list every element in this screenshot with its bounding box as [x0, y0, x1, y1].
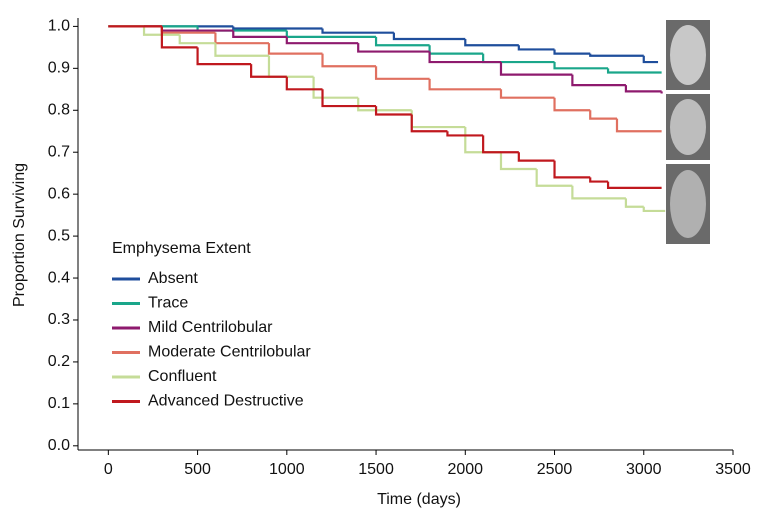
- survival-step: [428, 78, 501, 91]
- survival-step: [499, 62, 573, 76]
- x-tick-label: 2500: [537, 461, 573, 478]
- x-tick-label: 3500: [715, 461, 751, 478]
- y-tick-label: 0.2: [48, 353, 70, 370]
- legend-label: Confluent: [148, 368, 217, 385]
- y-tick-label: 0.5: [48, 227, 70, 244]
- survival-step: [499, 152, 537, 171]
- survival-step: [321, 89, 377, 108]
- x-tick-label: 3000: [626, 461, 662, 478]
- survival-step: [482, 135, 519, 154]
- x-tick-label: 500: [184, 461, 211, 478]
- legend-label: Moderate Centrilobular: [148, 344, 311, 361]
- y-axis-label: Proportion Surviving: [11, 163, 28, 307]
- y-tick-label: 1.0: [48, 18, 70, 35]
- y-tick-label: 0.7: [48, 143, 70, 160]
- survival-step: [321, 28, 394, 34]
- survival-step: [482, 53, 555, 64]
- survival-step: [517, 45, 555, 51]
- survival-step: [464, 38, 519, 47]
- survival-step: [214, 43, 269, 57]
- survival-step: [428, 51, 501, 64]
- ct-thumbnails: [666, 20, 710, 244]
- survival-step: [410, 110, 466, 129]
- legend-label: Trace: [148, 295, 188, 312]
- survival-step: [250, 64, 287, 78]
- survival-step: [589, 177, 609, 183]
- survival-step: [392, 32, 466, 41]
- survival-step: [553, 49, 591, 55]
- x-tick-label: 2000: [447, 461, 483, 478]
- survival-step: [410, 114, 448, 133]
- y-tick-label: 0.1: [48, 395, 70, 412]
- survival-step: [374, 106, 412, 116]
- ct-image: [670, 25, 706, 85]
- ct-image: [670, 170, 706, 238]
- legend-label: Advanced Destructive: [148, 393, 304, 410]
- survival-step: [499, 89, 555, 99]
- y-tick-label: 0.4: [48, 269, 70, 286]
- survival-step: [553, 160, 591, 179]
- survival-step: [374, 36, 430, 47]
- x-tick-label: 1000: [269, 461, 305, 478]
- survival-step: [517, 152, 555, 162]
- survival-step: [642, 206, 666, 213]
- y-tick-label: 0.3: [48, 311, 70, 328]
- survival-step: [357, 97, 412, 112]
- y-tick-label: 0.8: [48, 101, 70, 118]
- legend-title: Emphysema Extent: [112, 240, 251, 257]
- survival-step: [196, 47, 252, 66]
- survival-step: [178, 34, 216, 45]
- survival-step: [606, 68, 662, 74]
- survival-step: [606, 181, 662, 189]
- survival-step: [321, 53, 377, 68]
- survival-step: [285, 36, 359, 45]
- survival-step: [357, 43, 430, 53]
- y-tick-label: 0.9: [48, 60, 70, 77]
- survival-step: [553, 62, 609, 70]
- survival-step: [232, 30, 287, 38]
- survival-step: [267, 43, 323, 55]
- y-tick-label: 0.0: [48, 437, 70, 454]
- survival-step: [624, 198, 644, 208]
- survival-step: [446, 131, 484, 137]
- survival-step: [142, 26, 180, 36]
- legend-label: Absent: [148, 270, 198, 287]
- survival-step: [589, 110, 617, 120]
- survival-step: [571, 74, 626, 87]
- survival-step: [615, 118, 662, 133]
- x-tick-label: 0: [104, 461, 113, 478]
- x-axis-label: Time (days): [377, 491, 461, 508]
- survival-step: [589, 53, 644, 57]
- survival-step: [535, 168, 573, 187]
- survival-step: [624, 85, 662, 93]
- survival-step: [285, 76, 323, 91]
- survival-step: [642, 55, 659, 64]
- x-tick-label: 1500: [358, 461, 394, 478]
- survival-step: [428, 45, 484, 55]
- survival-step: [571, 185, 626, 200]
- legend-label: Mild Centrilobular: [148, 319, 273, 336]
- survival-step: [312, 76, 359, 99]
- survival-step: [267, 55, 314, 78]
- y-tick-label: 0.6: [48, 185, 70, 202]
- survival-step: [232, 26, 323, 30]
- survival-step: [374, 66, 430, 80]
- ct-image: [670, 99, 706, 155]
- survival-step: [553, 97, 591, 112]
- survival-step: [160, 26, 198, 49]
